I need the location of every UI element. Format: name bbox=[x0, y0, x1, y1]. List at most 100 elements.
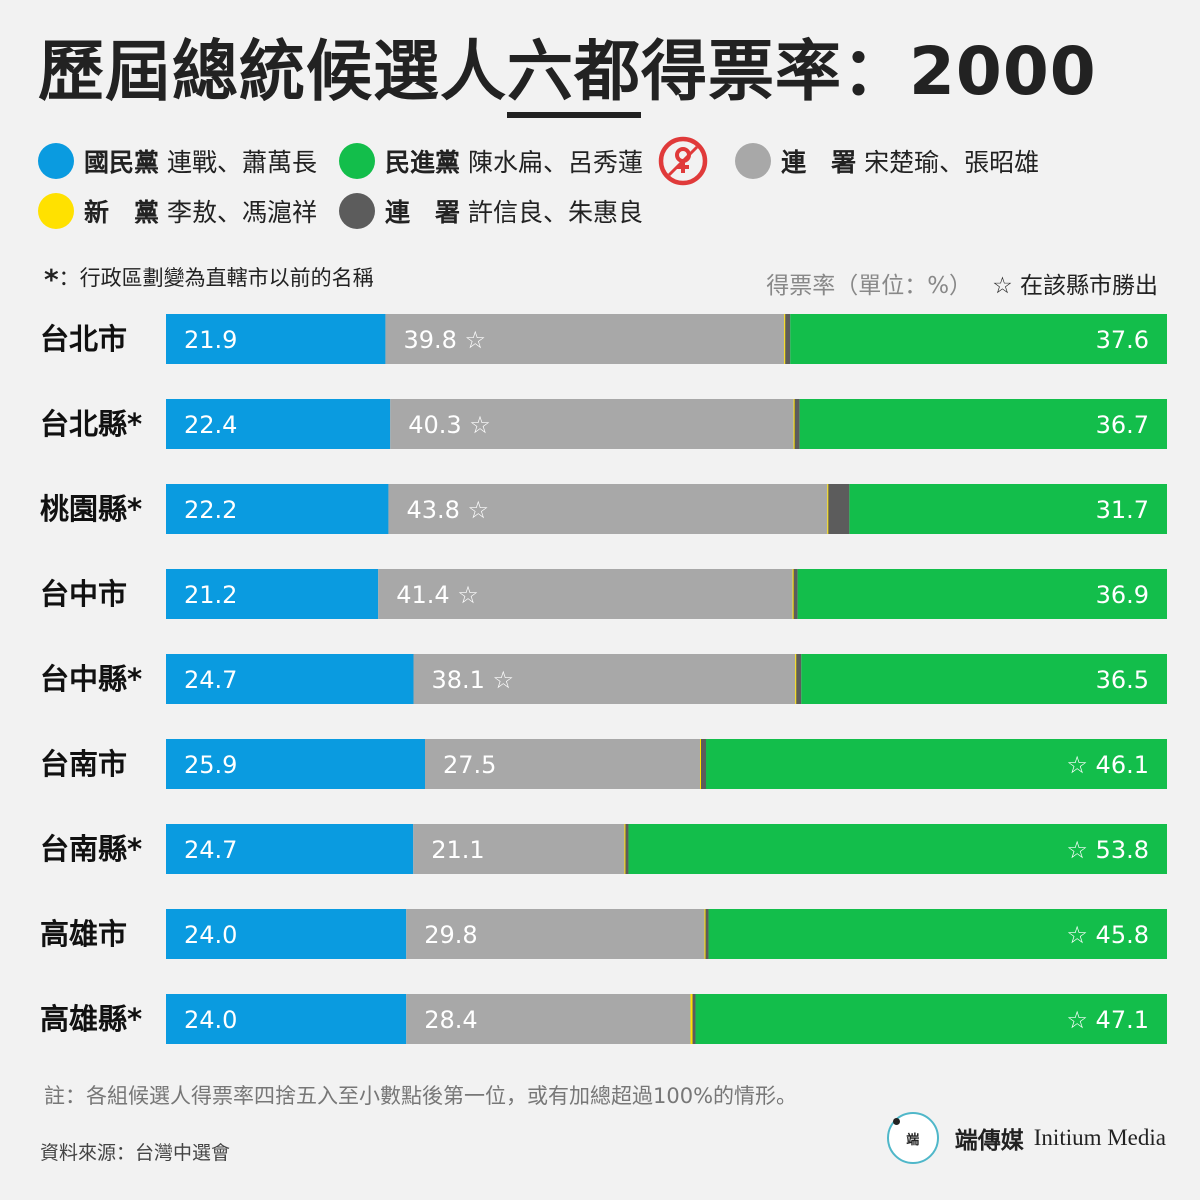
bar-segment bbox=[378, 569, 793, 619]
bar-segment bbox=[166, 909, 407, 959]
bar-segment bbox=[708, 909, 1167, 959]
legend-party: 民進黨 bbox=[385, 148, 461, 177]
bar-segment bbox=[705, 909, 709, 959]
title-post: 得票率：2000 bbox=[641, 33, 1097, 110]
value-label: ☆ 53.8 bbox=[1066, 836, 1149, 864]
bar-row: 台中縣* 24.7 38.1 ☆ 36.5 bbox=[40, 654, 1167, 704]
value-label: ☆ 46.1 bbox=[1066, 751, 1149, 779]
bar-segment bbox=[166, 654, 414, 704]
asterisk: * bbox=[44, 263, 59, 296]
bar-row: 台南縣* 24.7 21.1 ☆ 53.8 bbox=[40, 824, 1167, 874]
bar-segment bbox=[166, 824, 414, 874]
legend-item-soong: 連 署 宋楚瑜、張昭雄 bbox=[735, 143, 1039, 179]
bar-segment bbox=[784, 314, 786, 364]
value-label: 43.8 ☆ bbox=[406, 496, 489, 524]
bar-segment bbox=[792, 569, 795, 619]
value-label: ☆ 47.1 bbox=[1066, 1006, 1149, 1034]
bar-row: 台中市 21.2 41.4 ☆ 36.9 bbox=[40, 569, 1167, 619]
bar-segment bbox=[706, 739, 1167, 789]
bar-segment bbox=[385, 314, 785, 364]
bar-segment bbox=[413, 824, 625, 874]
bar-segment bbox=[690, 994, 693, 1044]
bar-segment bbox=[166, 739, 425, 789]
bar-segment bbox=[795, 654, 797, 704]
value-label: 21.2 bbox=[184, 581, 237, 609]
ballot-icon bbox=[658, 136, 708, 186]
value-label: 38.1 ☆ bbox=[431, 666, 514, 694]
bar-segment bbox=[700, 739, 702, 789]
bar-segment bbox=[166, 399, 391, 449]
unit-label: 得票率（單位：%） bbox=[766, 273, 973, 299]
value-label: 28.4 bbox=[424, 1006, 477, 1034]
bar-segment bbox=[388, 484, 828, 534]
legend-item-np: 新 黨 李敖、馮滬祥 bbox=[38, 193, 317, 229]
value-label: 36.5 bbox=[1096, 666, 1149, 694]
value-label: 25.9 bbox=[184, 751, 237, 779]
bar-segment bbox=[406, 994, 691, 1044]
category-label: 台中縣* bbox=[40, 662, 142, 696]
category-label: 高雄縣* bbox=[40, 1002, 142, 1036]
bar-segment bbox=[799, 399, 1167, 449]
value-label: 31.7 bbox=[1096, 496, 1149, 524]
brand-name-zh: 端傳媒 bbox=[954, 1127, 1024, 1154]
value-label: 39.8 ☆ bbox=[403, 326, 486, 354]
value-label: ☆ 45.8 bbox=[1066, 921, 1149, 949]
bar-segment bbox=[793, 399, 796, 449]
category-label: 台南市 bbox=[40, 747, 127, 781]
bar-segment bbox=[425, 739, 700, 789]
bar-segment bbox=[390, 399, 794, 449]
value-label: 40.3 ☆ bbox=[408, 411, 491, 439]
legend-swatch-np bbox=[38, 193, 74, 229]
bar-segment bbox=[793, 569, 798, 619]
asterisk-note-text: ：行政區劃變為直轄市以前的名稱 bbox=[58, 266, 374, 290]
value-label: 41.4 ☆ bbox=[396, 581, 479, 609]
legend-candidates: 宋楚瑜、張昭雄 bbox=[864, 148, 1040, 177]
value-label: 27.5 bbox=[443, 751, 496, 779]
legend-swatch-hsu bbox=[339, 193, 376, 229]
bar-segment bbox=[166, 484, 389, 534]
legend-party: 連 署 bbox=[781, 148, 857, 177]
value-label: 36.7 bbox=[1096, 411, 1149, 439]
legend-swatch-kmt bbox=[38, 143, 74, 179]
bar-segment bbox=[797, 569, 1167, 619]
value-label: 21.1 bbox=[431, 836, 484, 864]
legend-row-2: 新 黨 李敖、馮滬祥 連 署 許信良、朱惠良 bbox=[38, 186, 1178, 236]
legend-candidates: 許信良、朱惠良 bbox=[468, 198, 644, 227]
asterisk-note: *：行政區劃變為直轄市以前的名稱 bbox=[44, 262, 374, 296]
value-label: 22.4 bbox=[184, 411, 237, 439]
legend-party: 國民黨 bbox=[84, 148, 160, 177]
bar-segment bbox=[625, 824, 629, 874]
bar-segment bbox=[849, 484, 1167, 534]
bar-segment bbox=[827, 484, 829, 534]
source: 資料來源：台灣中選會 bbox=[40, 1142, 231, 1164]
unit-header: 得票率（單位：%） ☆ 在該縣市勝出 bbox=[766, 266, 1158, 300]
bar-row: 桃園縣* 22.2 43.8 ☆ 31.7 bbox=[40, 484, 1167, 534]
bar-row: 台北縣* 22.4 40.3 ☆ 36.7 bbox=[40, 399, 1167, 449]
brand-name-en: Initium Media bbox=[1033, 1125, 1166, 1150]
value-label: 36.9 bbox=[1096, 581, 1149, 609]
bar-row: 台南市 25.9 27.5 ☆ 46.1 bbox=[40, 739, 1167, 789]
category-label: 台北縣* bbox=[40, 407, 142, 441]
value-label: 24.0 bbox=[184, 1006, 237, 1034]
bar-segment bbox=[801, 654, 1167, 704]
bar-segment bbox=[624, 824, 626, 874]
title-highlight: 六都 bbox=[507, 33, 641, 118]
brand: 端 端傳媒 Initium Media bbox=[886, 1112, 1166, 1164]
winner-label: ☆ 在該縣市勝出 bbox=[992, 273, 1158, 299]
bar-segment bbox=[794, 399, 800, 449]
bar-segment bbox=[785, 314, 791, 364]
value-label: 24.7 bbox=[184, 666, 237, 694]
bar-segment bbox=[406, 909, 705, 959]
bar-row: 高雄縣* 24.0 28.4 ☆ 47.1 bbox=[40, 994, 1167, 1044]
bar-segment bbox=[166, 994, 407, 1044]
bar-segment bbox=[790, 314, 1167, 364]
legend-candidates: 李敖、馮滬祥 bbox=[167, 198, 318, 227]
bar-segment bbox=[796, 654, 802, 704]
category-label: 台北市 bbox=[40, 322, 127, 356]
value-label: 24.7 bbox=[184, 836, 237, 864]
bar-segment bbox=[692, 994, 696, 1044]
bar-segment bbox=[828, 484, 850, 534]
legend-row-1: 國民黨 連戰、蕭萬長 民進黨 陳水扁、呂秀蓮 連 署 宋楚瑜、張昭雄 bbox=[38, 136, 1178, 186]
legend-candidates: 陳水扁、呂秀蓮 bbox=[468, 148, 644, 177]
category-label: 高雄市 bbox=[40, 917, 127, 951]
